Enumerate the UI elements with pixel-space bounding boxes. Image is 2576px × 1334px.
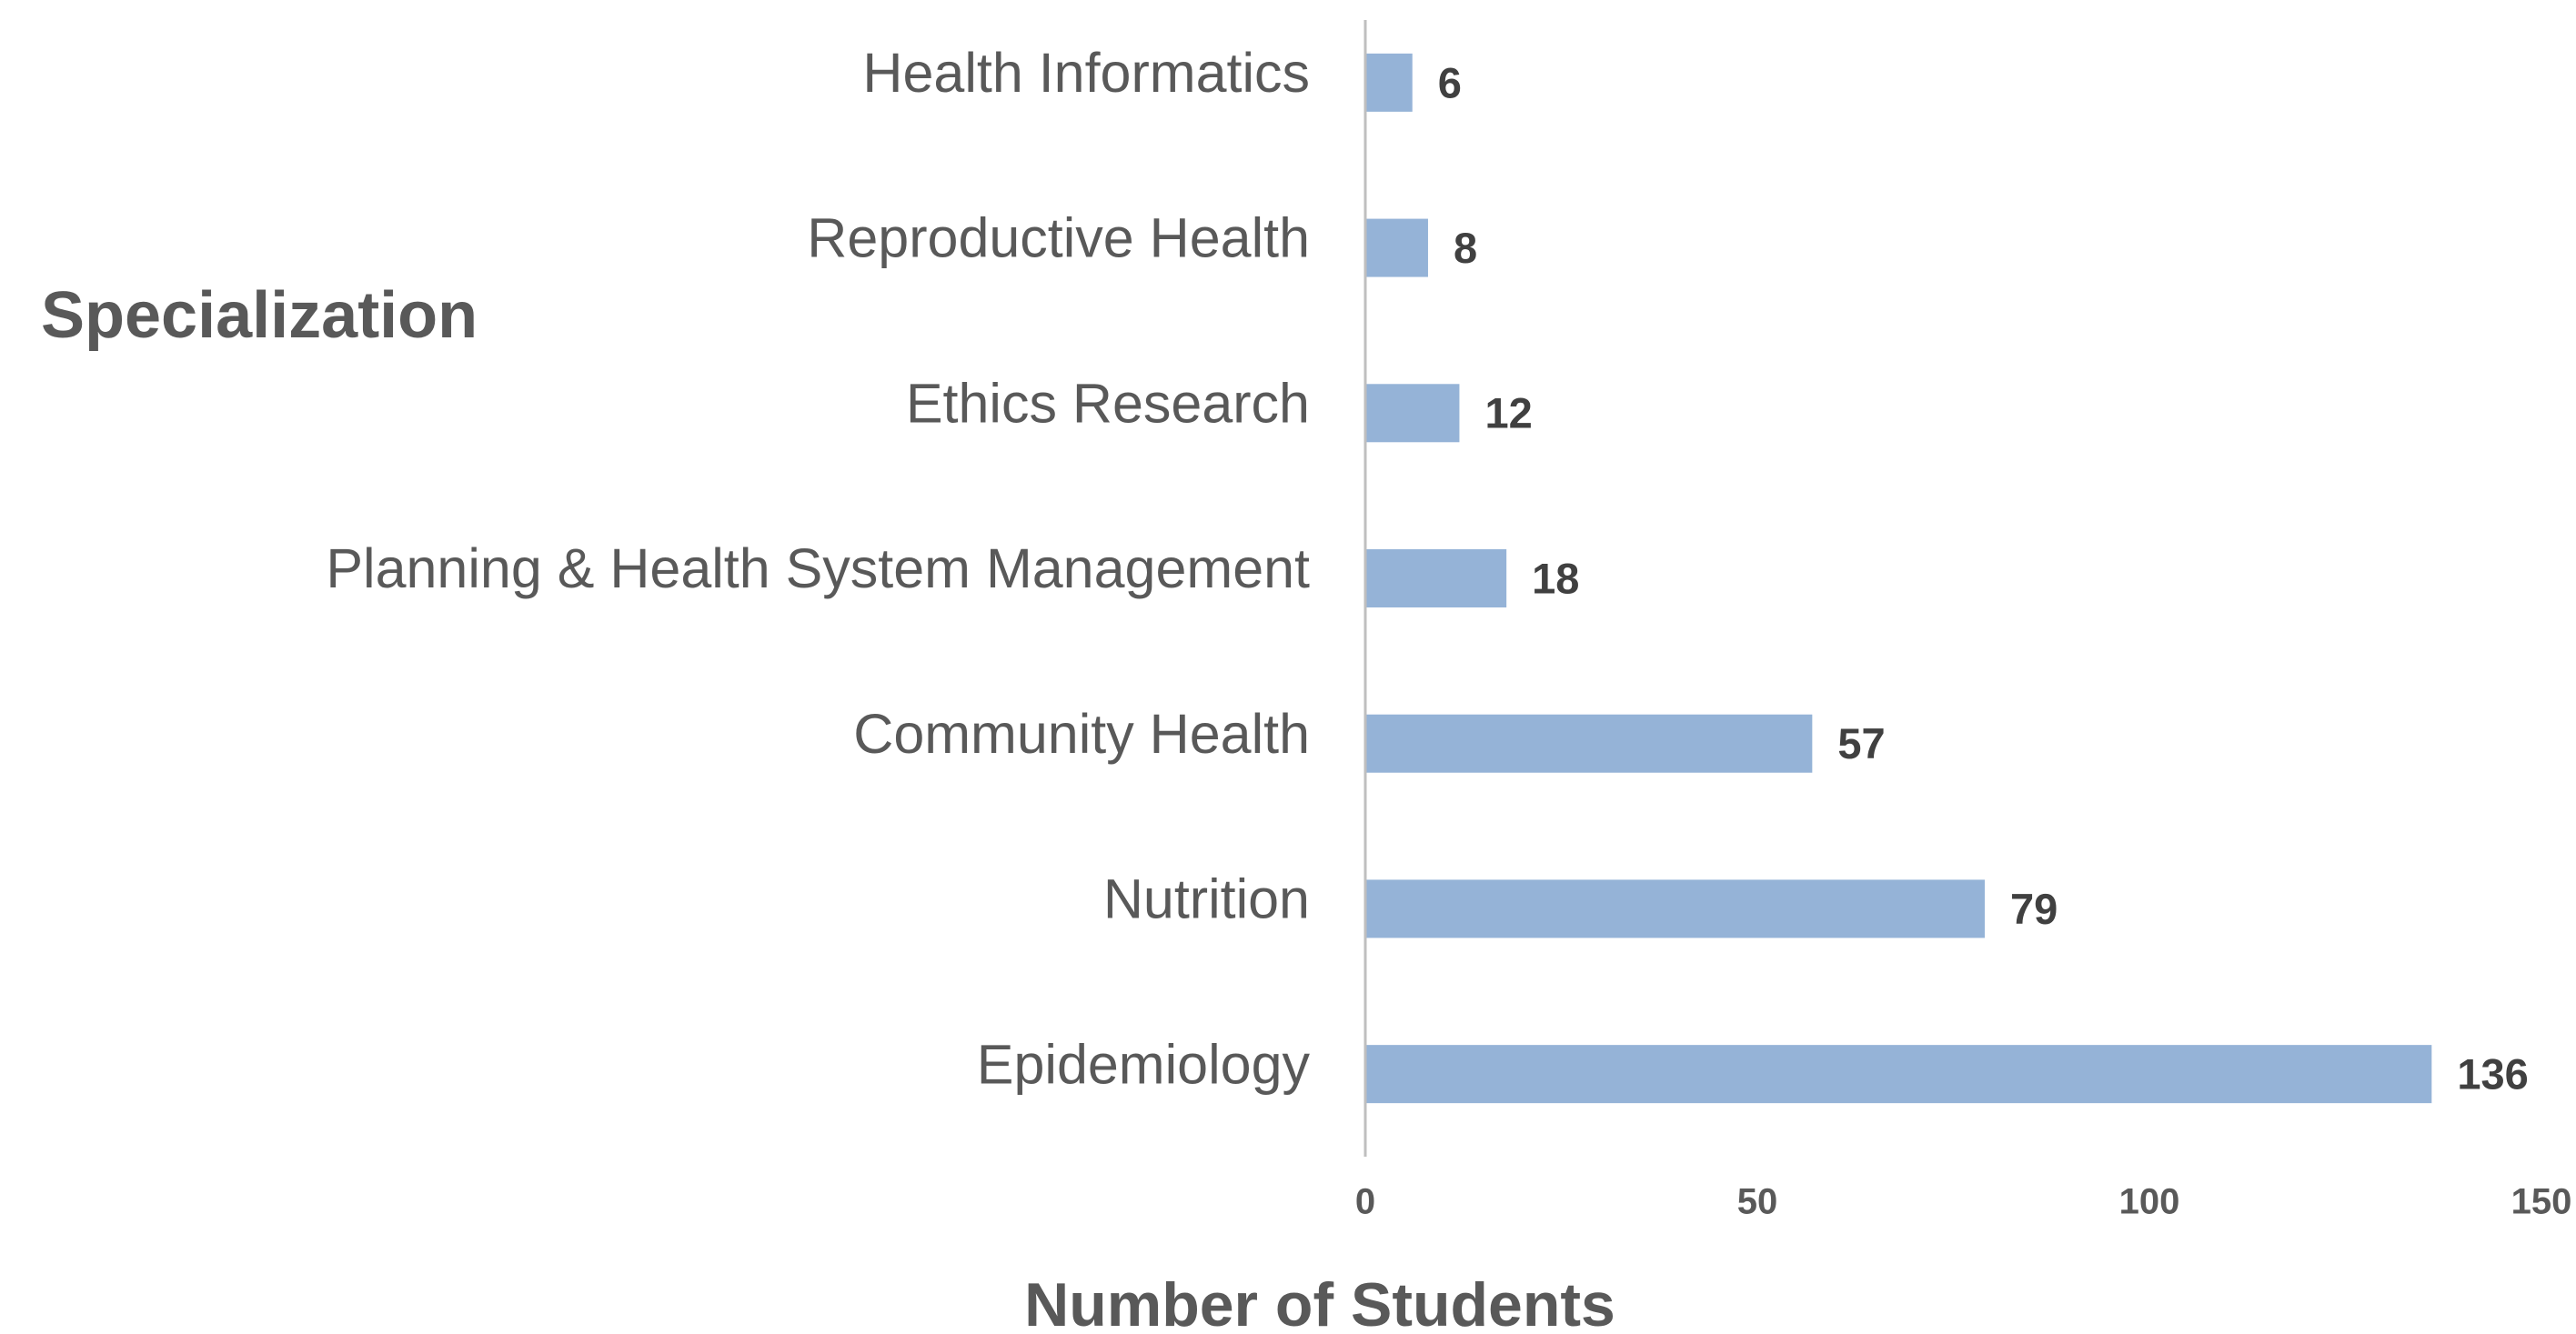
bar: [1365, 384, 1460, 443]
x-axis-title: Number of Students: [1024, 1270, 1615, 1334]
y-tick-label: Nutrition: [1103, 868, 1310, 930]
data-label: 18: [1532, 554, 1579, 602]
bar: [1365, 549, 1507, 607]
bar: [1365, 53, 1413, 112]
x-tick-label: 50: [1737, 1182, 1778, 1222]
bar: [1365, 714, 1813, 773]
data-label: 57: [1837, 719, 1885, 767]
y-tick-label: Health Informatics: [862, 42, 1310, 104]
data-label: 79: [2010, 885, 2058, 933]
bar: [1365, 218, 1428, 277]
x-tick-label: 0: [1355, 1182, 1375, 1222]
bar: [1365, 1045, 2432, 1104]
data-label: 8: [1454, 224, 1477, 272]
y-tick-label: Ethics Research: [906, 372, 1310, 434]
y-tick-label: Planning & Health System Management: [326, 537, 1310, 599]
x-tick-label: 150: [2511, 1182, 2572, 1222]
data-label: 136: [2457, 1050, 2528, 1098]
y-tick-label: Epidemiology: [977, 1033, 1311, 1095]
bar: [1365, 879, 1985, 938]
data-label: 12: [1484, 389, 1532, 437]
y-tick-label: Reproductive Health: [807, 207, 1310, 269]
y-tick-label: Community Health: [853, 703, 1310, 765]
y-axis-title: Specialization: [41, 279, 478, 352]
data-label: 6: [1438, 58, 1462, 106]
x-tick-label: 100: [2119, 1182, 2180, 1222]
